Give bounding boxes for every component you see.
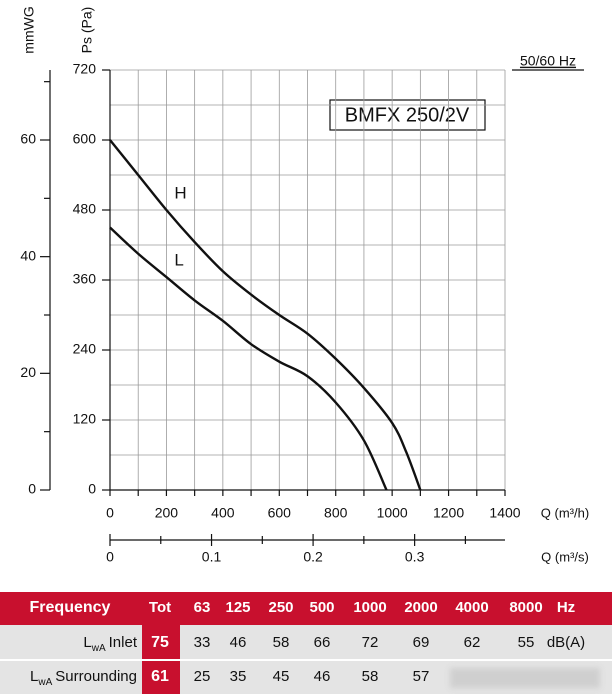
curve-label: H: [174, 183, 186, 202]
row-label: LwA Surrounding: [30, 668, 137, 688]
row-value: 46: [314, 668, 331, 685]
x2-axis-title: Q (m³/s): [541, 549, 589, 564]
curve-label: L: [174, 251, 183, 270]
x-tick-label: 400: [211, 505, 235, 521]
y-tick-label: 120: [73, 411, 97, 427]
row-total: 75: [151, 634, 169, 651]
row-label-symbol: L: [83, 634, 91, 651]
row-unit: dB(A): [547, 634, 585, 651]
row-label: LwA Inlet: [83, 634, 137, 654]
table-header-background: [0, 592, 612, 625]
table-header: 63: [194, 599, 211, 616]
y-tick-label: 480: [73, 201, 97, 217]
row-value: 25: [194, 668, 211, 685]
table-header: 500: [309, 599, 334, 616]
table-header: 250: [268, 599, 293, 616]
curve: [109, 139, 422, 491]
row-label-text: Inlet: [109, 634, 138, 651]
y-tick-label: 240: [73, 341, 97, 357]
x-tick-label: 800: [324, 505, 348, 521]
x2-tick-label: 0.2: [303, 549, 323, 565]
curve: [109, 226, 388, 491]
y2-axis-title: mmWG: [21, 6, 37, 53]
table-header: Frequency: [30, 599, 111, 616]
y-tick-label: 360: [73, 271, 97, 287]
row-value: 46: [230, 634, 247, 651]
table-header: 4000: [455, 599, 488, 616]
y2-tick-label: 40: [20, 247, 36, 263]
row-value: 45: [273, 668, 290, 685]
row-value: 35: [230, 668, 247, 685]
blurred-cells: [450, 668, 600, 688]
x2-tick-label: 0.1: [202, 549, 222, 565]
row-label-subscript: wA: [37, 677, 52, 688]
subtitle: 50/60 Hz: [520, 53, 576, 69]
row-total: 61: [151, 668, 169, 685]
x-tick-label: 1400: [489, 505, 520, 521]
table-header: 8000: [509, 599, 542, 616]
x-tick-label: 600: [268, 505, 292, 521]
table-header: Tot: [149, 599, 171, 616]
row-value: 58: [362, 668, 379, 685]
y2-tick-label: 20: [20, 364, 36, 380]
x2-tick-label: 0: [106, 549, 114, 565]
y2-tick-label: 0: [28, 481, 36, 497]
x-tick-label: 200: [155, 505, 179, 521]
table-header: 125: [225, 599, 250, 616]
row-value: 66: [314, 634, 331, 651]
row-label-text: Surrounding: [55, 668, 137, 685]
x-tick-label: 1000: [377, 505, 408, 521]
row-value: 57: [413, 668, 430, 685]
row-value: 33: [194, 634, 211, 651]
row-value: 55: [518, 634, 535, 651]
y2-tick-label: 60: [20, 131, 36, 147]
row-value: 69: [413, 634, 430, 651]
x-tick-label: 0: [106, 505, 114, 521]
table-header: 2000: [404, 599, 437, 616]
table-header: 1000: [353, 599, 386, 616]
row-label-subscript: wA: [91, 643, 106, 654]
y-axis-title: Ps (Pa): [79, 7, 95, 54]
x-axis-title: Q (m³/h): [541, 505, 589, 520]
y-tick-label: 720: [73, 61, 97, 77]
y-tick-label: 0: [88, 481, 96, 497]
chart-title: BMFX 250/2V: [345, 104, 470, 126]
x-tick-label: 1200: [433, 505, 464, 521]
x2-tick-label: 0.3: [405, 549, 425, 565]
y-tick-label: 600: [73, 131, 97, 147]
row-value: 58: [273, 634, 290, 651]
row-label-symbol: L: [30, 668, 38, 685]
row-value: 62: [464, 634, 481, 651]
row-value: 72: [362, 634, 379, 651]
table-header: Hz: [557, 599, 575, 616]
